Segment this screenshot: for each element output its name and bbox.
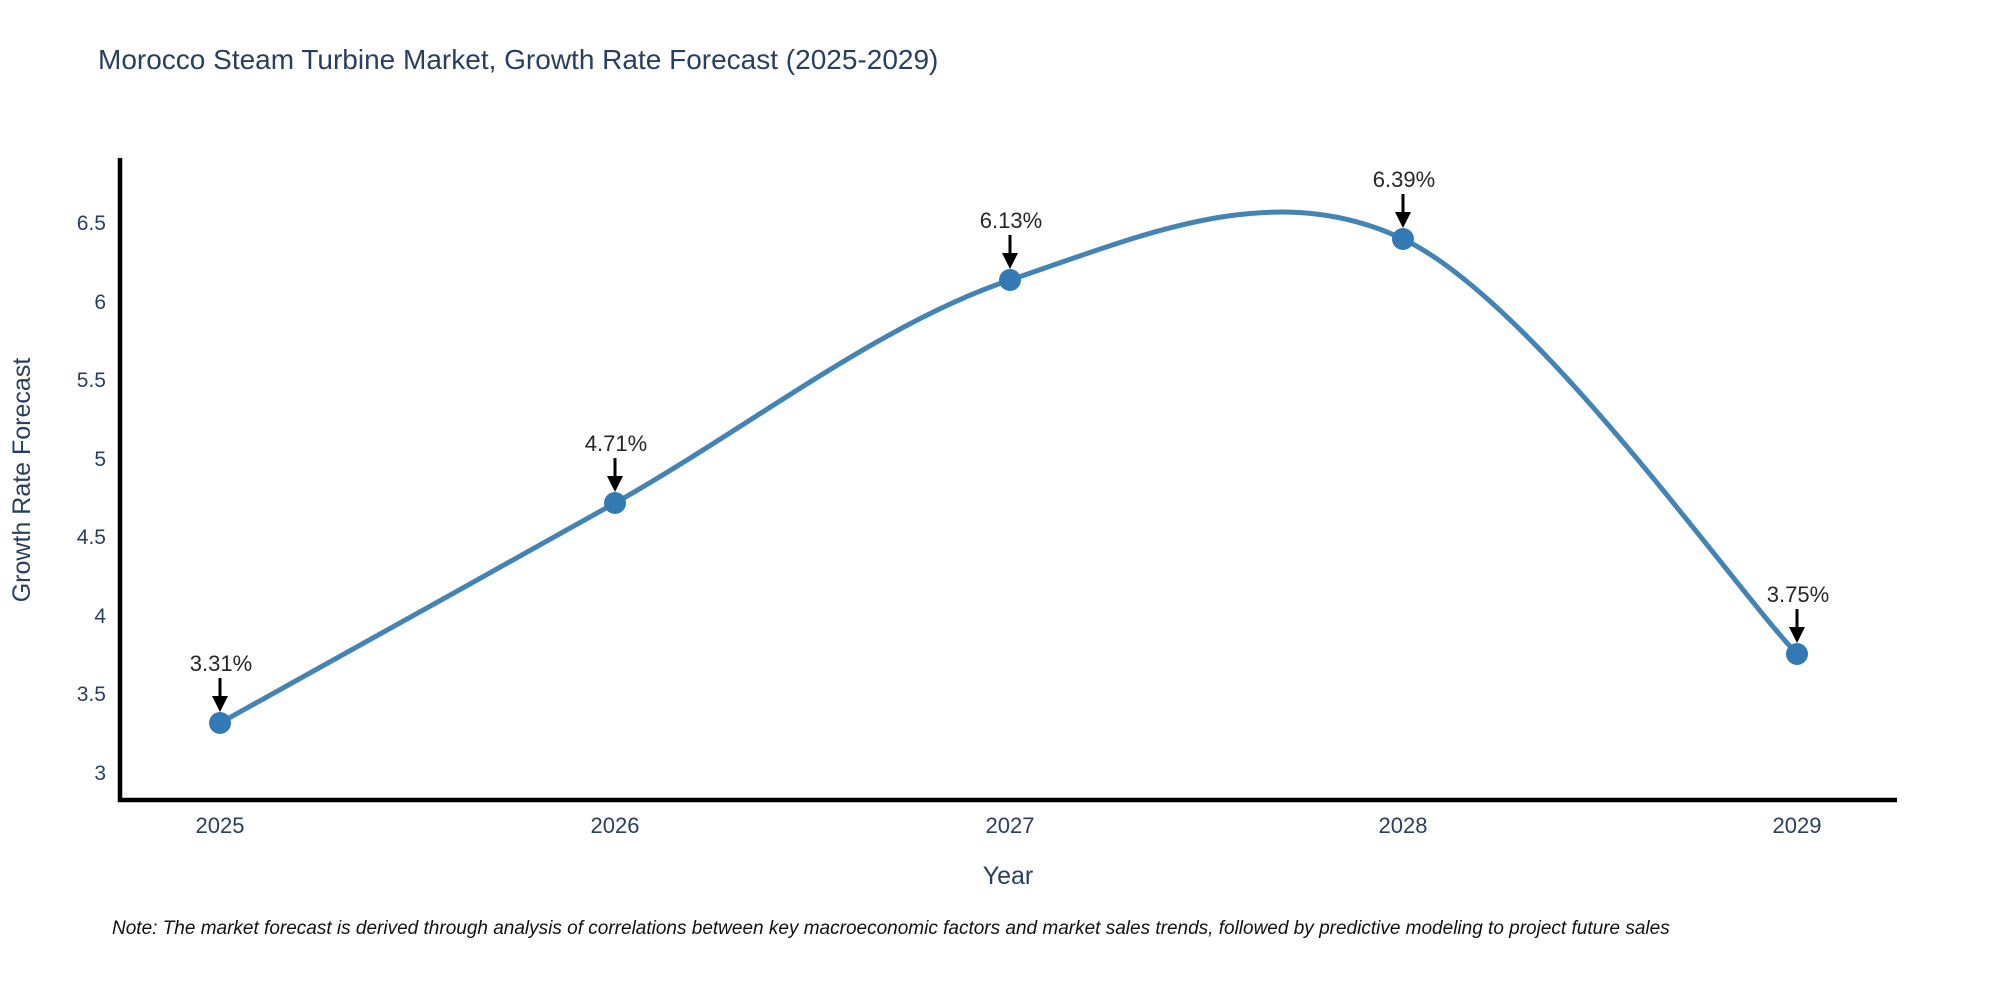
annotation-2027: 6.13% xyxy=(980,208,1042,269)
y-tick-3: 3 xyxy=(94,762,106,785)
y-tick-5_5: 5.5 xyxy=(77,369,106,392)
x-tick-2027: 2027 xyxy=(986,813,1035,838)
y-tick-5: 5 xyxy=(94,448,106,471)
x-tick-2026: 2026 xyxy=(591,813,640,838)
annotation-arrowhead-icon xyxy=(1789,627,1805,643)
y-tick-4: 4 xyxy=(94,605,106,628)
y-tick-4_5: 4.5 xyxy=(77,526,106,549)
data-point-2027[interactable] xyxy=(999,269,1021,291)
y-tick-3_5: 3.5 xyxy=(77,683,106,706)
y-axis-title: Growth Rate Forecast xyxy=(8,358,36,603)
annotation-label-2026: 4.71% xyxy=(585,431,647,456)
footnote: Note: The market forecast is derived thr… xyxy=(112,918,1670,939)
annotation-label-2025: 3.31% xyxy=(190,651,252,676)
annotation-label-2027: 6.13% xyxy=(980,208,1042,233)
data-point-2028[interactable] xyxy=(1392,228,1414,250)
annotation-2026: 4.71% xyxy=(585,431,647,492)
y-tick-6_5: 6.5 xyxy=(77,212,106,235)
y-tick-6: 6 xyxy=(94,291,106,314)
annotation-2028: 6.39% xyxy=(1373,167,1435,228)
x-tick-2029: 2029 xyxy=(1773,813,1822,838)
annotation-2025: 3.31% xyxy=(190,651,252,712)
annotation-label-2028: 6.39% xyxy=(1373,167,1435,192)
chart-title: Morocco Steam Turbine Market, Growth Rat… xyxy=(98,44,939,75)
data-point-2025[interactable] xyxy=(209,712,231,734)
annotation-2029: 3.75% xyxy=(1767,582,1829,643)
x-tick-2025: 2025 xyxy=(196,813,245,838)
x-axis-title: Year xyxy=(983,862,1034,890)
annotation-arrowhead-icon xyxy=(212,696,228,712)
annotation-arrowhead-icon xyxy=(607,476,623,492)
data-point-2026[interactable] xyxy=(604,492,626,514)
data-point-2029[interactable] xyxy=(1786,643,1808,665)
annotation-arrowhead-icon xyxy=(1002,253,1018,269)
annotation-arrowhead-icon xyxy=(1395,212,1411,228)
annotation-label-2029: 3.75% xyxy=(1767,582,1829,607)
x-tick-2028: 2028 xyxy=(1379,813,1428,838)
